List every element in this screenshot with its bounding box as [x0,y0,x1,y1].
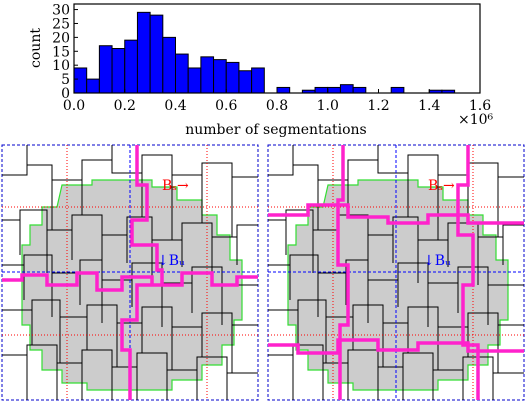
x-tick-label: 1.2 [367,98,389,114]
y-tick-label: 30 [52,3,70,19]
bar [149,14,164,94]
x-tick-label: 1.0 [317,98,339,114]
y-tick-label: 10 [52,58,70,74]
y-tick-label: 20 [52,30,70,46]
bar [111,48,126,94]
x-tick-label: 0.4 [164,98,186,114]
bar [200,56,215,94]
bar [352,86,367,94]
x-axis-label: number of segmentations [185,122,366,138]
bar [225,61,240,94]
x-tick-label: 0.8 [266,98,288,114]
x-tick-label: 0.6 [215,98,237,114]
y-tick-label: 25 [52,16,70,32]
bar [86,78,100,94]
bar [162,36,176,94]
bar [276,86,291,94]
panel-left: Bₛ→ ↓Bᵤ [1,144,259,401]
bar [251,67,265,94]
bar [314,86,329,94]
bar [124,39,138,94]
x-tick-label: 0.0 [63,98,85,114]
label-bs: Bₛ→ [428,178,455,194]
bar [98,45,113,94]
label-bu: ↓Bᵤ [423,253,451,269]
x-offset-label: ×10⁶ [458,112,494,128]
bar [213,59,227,94]
bar [327,86,341,94]
y-axis-label: count [28,28,44,68]
label-bs: Bₛ→ [162,178,189,194]
x-tick-label: 1.4 [418,98,440,114]
bar [136,11,151,94]
bar [73,67,88,94]
y-tick-label: 15 [52,44,70,60]
bar [187,67,202,94]
panel-right: Bₛ→ ↓Bᵤ [267,144,525,401]
y-tick-label: 5 [61,72,70,88]
x-tick-label: 0.2 [114,98,136,114]
bar [238,70,253,94]
bar [390,86,405,94]
x-tick-label: 1.6 [469,98,491,114]
bar [175,53,189,94]
y-tick-label: 0 [61,86,70,102]
label-bu: ↓Bᵤ [157,253,185,269]
bar [339,84,354,94]
